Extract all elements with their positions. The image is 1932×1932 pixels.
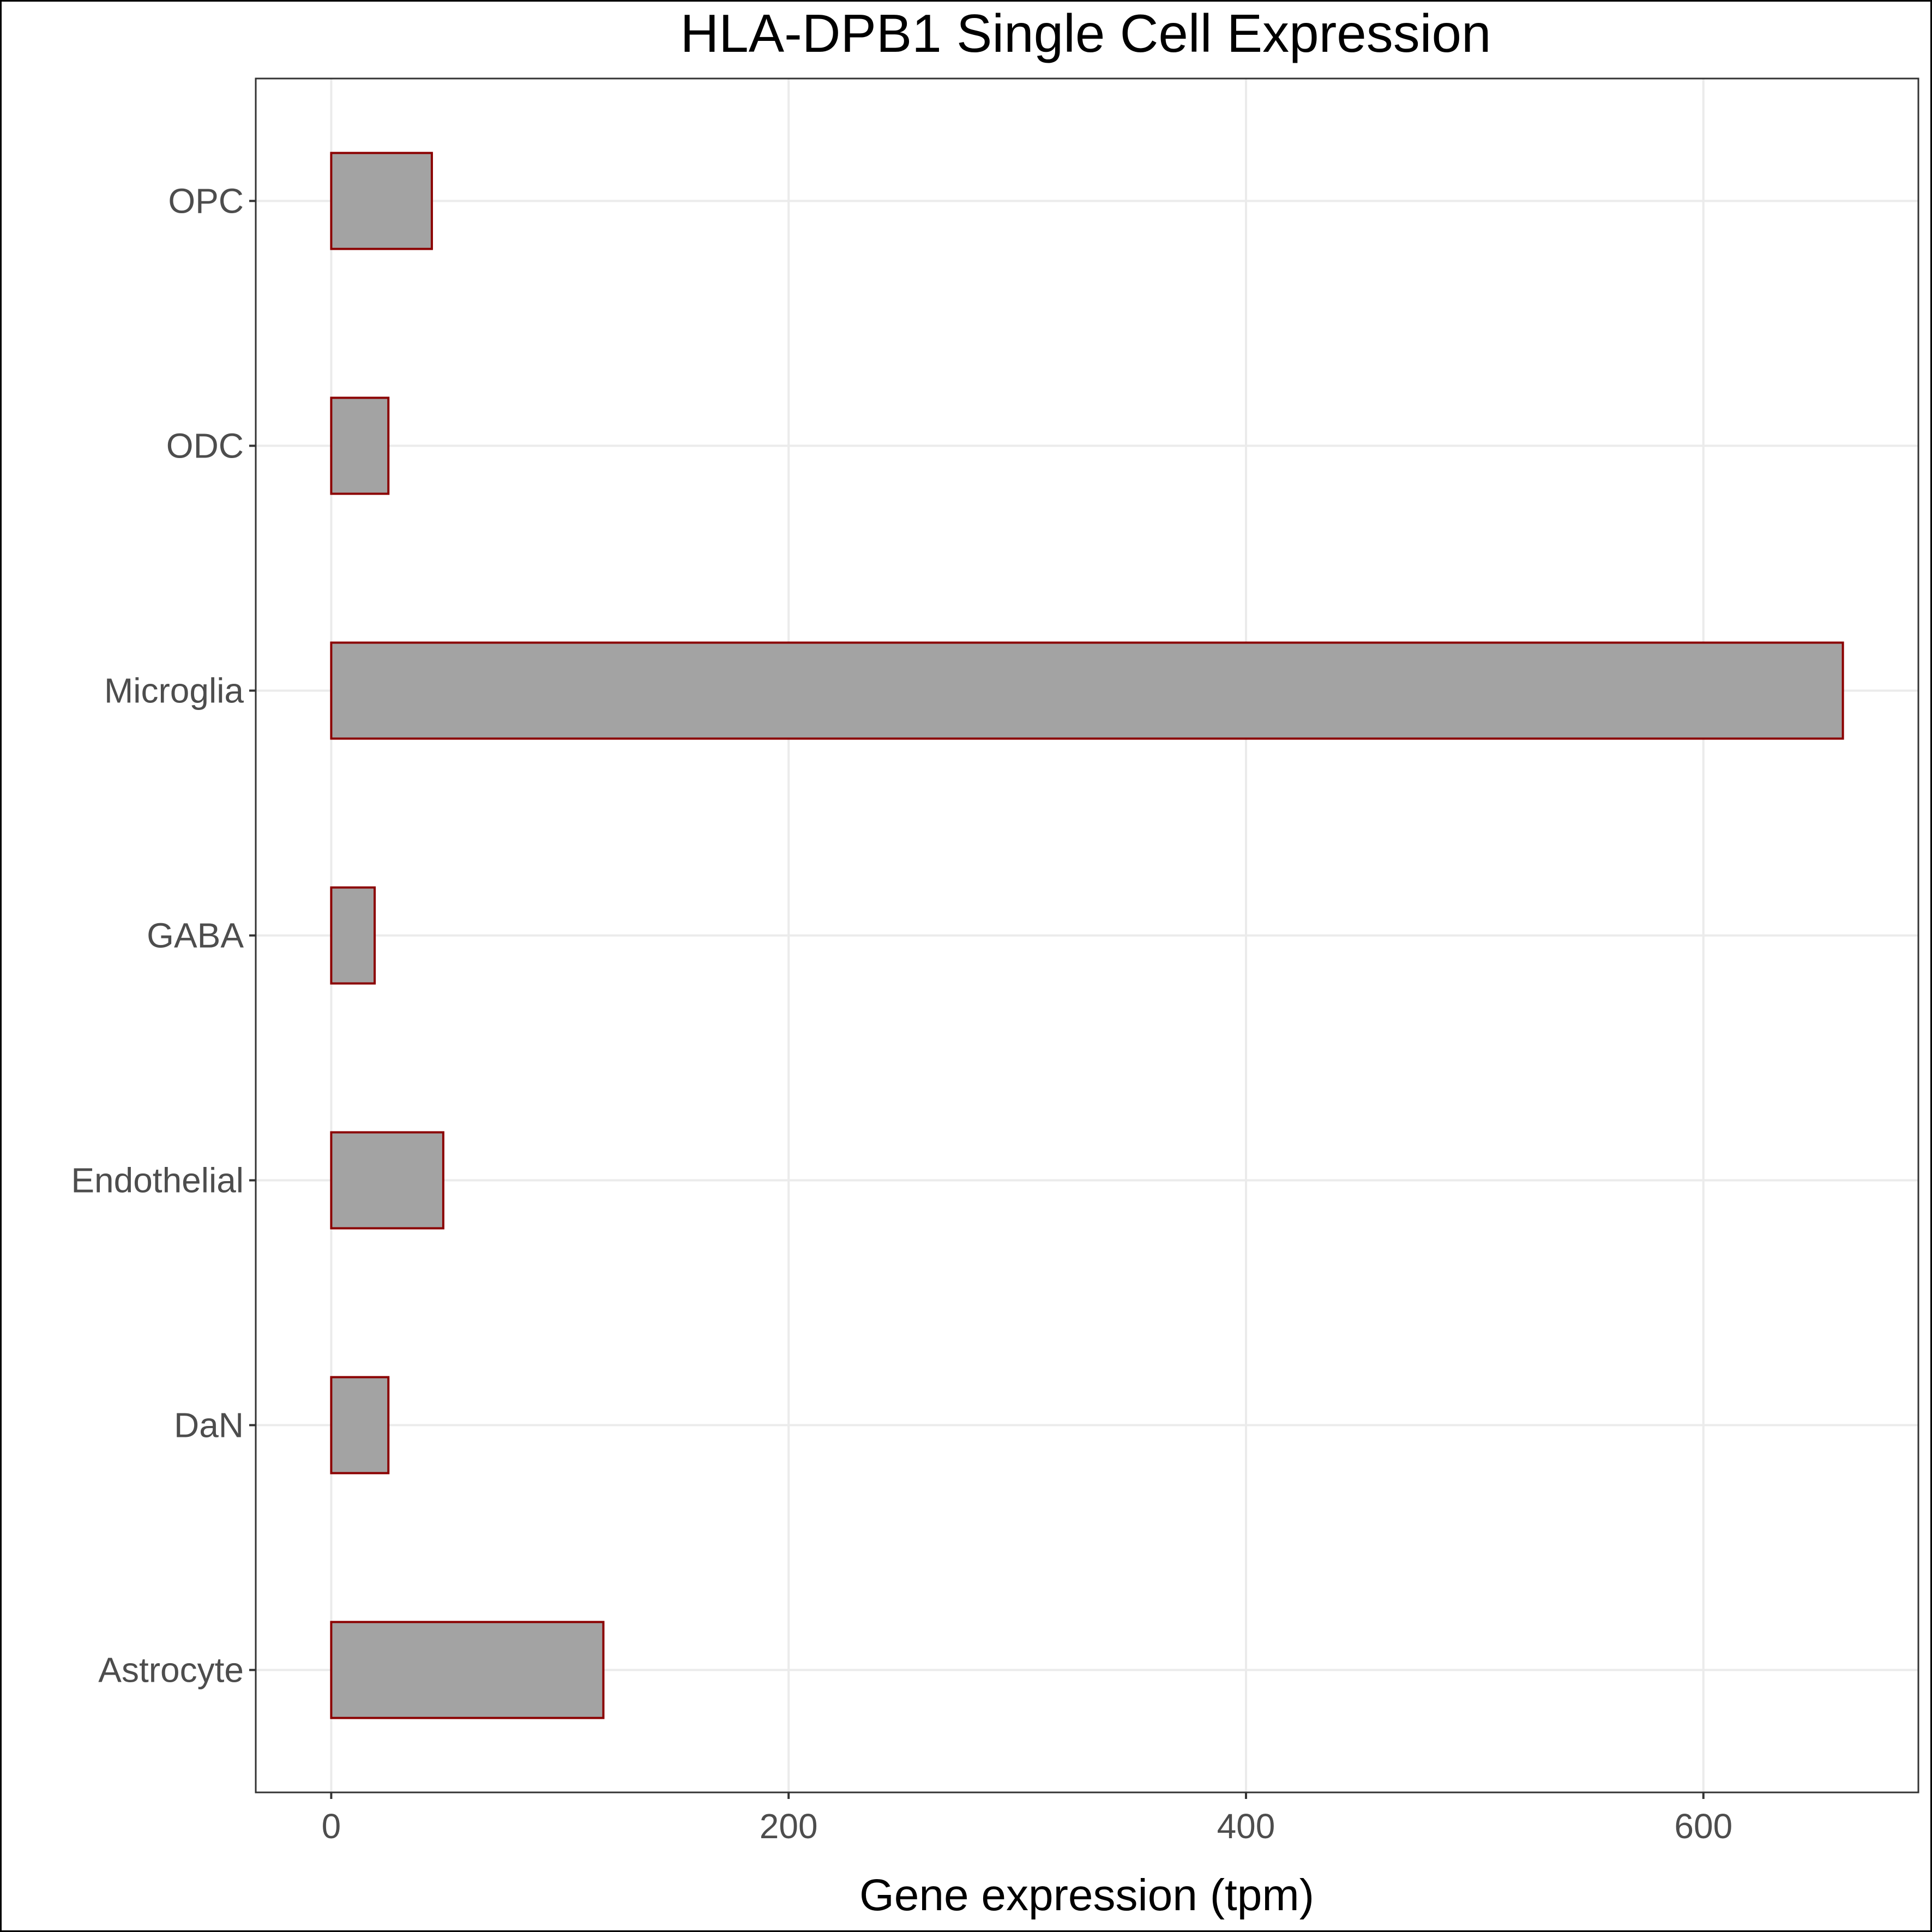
x-tick-label-200: 200 <box>760 1807 818 1846</box>
y-tick-label-dan: DaN <box>174 1406 244 1445</box>
bar-odc <box>330 396 390 495</box>
gridlines <box>256 79 1918 1792</box>
bar-dan <box>330 1376 390 1474</box>
bar-astrocyte <box>330 1621 605 1719</box>
bar-endothelial <box>330 1131 444 1230</box>
x-tick-label-600: 600 <box>1674 1807 1732 1846</box>
y-tick-label-microglia: Microglia <box>104 671 244 711</box>
x-tick-label-400: 400 <box>1217 1807 1275 1846</box>
bars <box>330 152 1844 1719</box>
y-tick-label-odc: ODC <box>166 426 244 466</box>
bar-gaba <box>330 886 376 985</box>
x-tick-label-0: 0 <box>322 1807 341 1846</box>
bar-opc <box>330 152 433 250</box>
chart-title: HLA-DPB1 Single Cell Expression <box>681 3 1491 63</box>
y-tick-label-opc: OPC <box>168 182 244 221</box>
y-tick-label-astrocyte: Astrocyte <box>98 1651 244 1690</box>
y-tick-label-endothelial: Endothelial <box>71 1161 244 1200</box>
x-axis-title: Gene expression (tpm) <box>859 1870 1314 1920</box>
y-tick-label-gaba: GABA <box>147 916 244 955</box>
bar-microglia <box>330 641 1844 740</box>
axes: Astrocyte DaN Endothelial GABA Microglia ODC O… <box>71 182 1732 1846</box>
